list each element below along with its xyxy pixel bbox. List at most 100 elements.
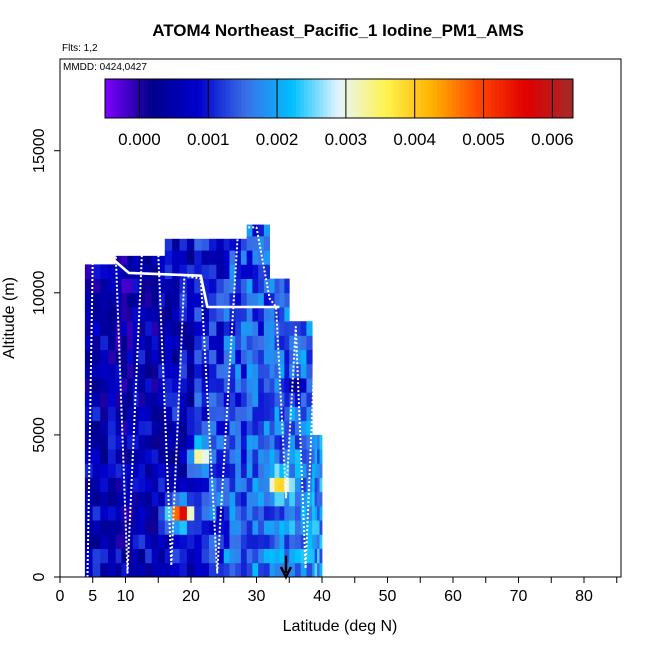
heatmap-cell — [158, 392, 166, 407]
heatmap-cell — [216, 463, 225, 478]
heatmap-cell — [240, 449, 248, 464]
heatmap-cell — [201, 238, 210, 251]
heatmap-cell — [216, 363, 225, 379]
heatmap-cell — [172, 307, 180, 322]
colorbar-segment — [296, 79, 301, 118]
heatmap-cell — [209, 562, 217, 577]
colorbar-segment — [288, 79, 293, 118]
heatmap-cell — [235, 406, 242, 422]
heatmap-cell — [164, 250, 173, 265]
heatmap-cell — [100, 420, 109, 436]
arrow-head — [279, 566, 293, 580]
heatmap-cell — [294, 406, 302, 422]
heatmap-cell — [151, 264, 159, 279]
heatmap-cell — [100, 392, 109, 407]
heatmap-cell — [121, 463, 128, 478]
heatmap-cell — [263, 534, 270, 549]
heatmap-cell — [151, 477, 159, 493]
colorbar-segment — [210, 79, 215, 118]
heatmap-cell — [312, 463, 316, 478]
heatmap-cell — [252, 406, 259, 422]
heatmap-cell — [209, 406, 217, 422]
heatmap-cell — [132, 292, 139, 308]
heatmap-cell — [317, 491, 320, 507]
heatmap-cell — [252, 534, 259, 549]
heatmap-cell — [151, 434, 159, 450]
heatmap-cell — [284, 321, 290, 336]
heatmap-cell — [145, 406, 153, 422]
heatmap-cell — [92, 449, 101, 464]
heatmap-cell — [132, 378, 139, 393]
heatmap-cell — [223, 477, 230, 493]
heatmap-cell — [201, 505, 210, 521]
heatmap-cell — [186, 420, 195, 436]
colorbar-segment — [565, 79, 570, 118]
colorbar-segment — [292, 79, 297, 118]
heatmap-cell — [151, 463, 159, 478]
heatmap-cell — [92, 505, 101, 521]
heatmap-cell — [132, 505, 139, 521]
heatmap-cell — [263, 292, 270, 308]
colorbar-segment — [303, 79, 309, 118]
heatmap-cell — [172, 238, 180, 251]
heatmap-cell — [121, 534, 128, 549]
heatmap-cell — [138, 449, 146, 464]
heatmap-cell — [229, 264, 236, 279]
colorbar-segment — [175, 79, 180, 118]
heatmap-cell — [121, 449, 128, 464]
heatmap-cell — [84, 264, 93, 279]
heatmap-cell — [223, 562, 230, 577]
colorbar-segment — [413, 79, 418, 118]
heatmap-cell — [145, 463, 153, 478]
heatmap-cell — [92, 491, 101, 507]
colorbar: 0.000 0.001 0.002 0.003 0.004 0.005 0.006 — [104, 78, 574, 149]
heatmap-cell — [121, 406, 128, 422]
colorbar-segment — [105, 79, 110, 118]
heatmap-cell — [84, 505, 93, 521]
heatmap-cell — [263, 349, 270, 365]
colorbar-segment — [463, 79, 469, 118]
heatmap-cell — [186, 292, 195, 308]
heatmap-cell — [151, 505, 159, 521]
heatmap-cell — [306, 562, 313, 577]
heatmap-cell — [164, 420, 173, 436]
heatmap-cell — [300, 548, 307, 564]
heatmap-cell — [172, 420, 180, 436]
heatmap-cell — [84, 534, 93, 549]
heatmap-cell — [121, 562, 128, 577]
colorbar-segment — [401, 79, 406, 118]
heatmap-cell — [194, 434, 203, 450]
colorbar-segment — [405, 79, 410, 118]
heatmap-cell — [252, 520, 259, 535]
colorbar-segment — [261, 79, 266, 118]
colorbar-segment — [483, 79, 488, 118]
heatmap-cell — [274, 562, 280, 577]
heatmap-cell — [194, 250, 203, 265]
heatmap-cell — [269, 406, 275, 422]
heatmap-cell — [216, 264, 225, 279]
heatmap-cell — [179, 449, 188, 464]
heatmap-cell — [158, 491, 166, 507]
heatmap-cell — [235, 491, 242, 507]
heatmap-cell — [179, 264, 188, 279]
heatmap-cell — [258, 534, 265, 549]
heatmap-cell — [289, 406, 296, 422]
heatmap-cell — [223, 449, 230, 464]
heatmap-cell — [186, 264, 195, 279]
heatmap-cell — [127, 392, 134, 407]
heatmap-cell — [138, 392, 146, 407]
heatmap-cell — [246, 505, 253, 521]
colorbar-tick-label: 0.005 — [462, 130, 505, 149]
heatmap-cell — [172, 349, 180, 365]
heatmap-cell — [138, 420, 146, 436]
heatmap-cell — [138, 505, 146, 521]
colorbar-segment — [393, 79, 398, 118]
heatmap-cell — [172, 363, 180, 379]
heatmap-cell — [279, 505, 285, 521]
x-tick-label: 20 — [182, 588, 200, 605]
x-tick-label: 5 — [88, 588, 97, 605]
heatmap-cell — [179, 477, 188, 493]
heatmap-cell — [194, 534, 203, 549]
heatmap-cell — [235, 477, 242, 493]
heatmap-cell — [294, 548, 302, 564]
